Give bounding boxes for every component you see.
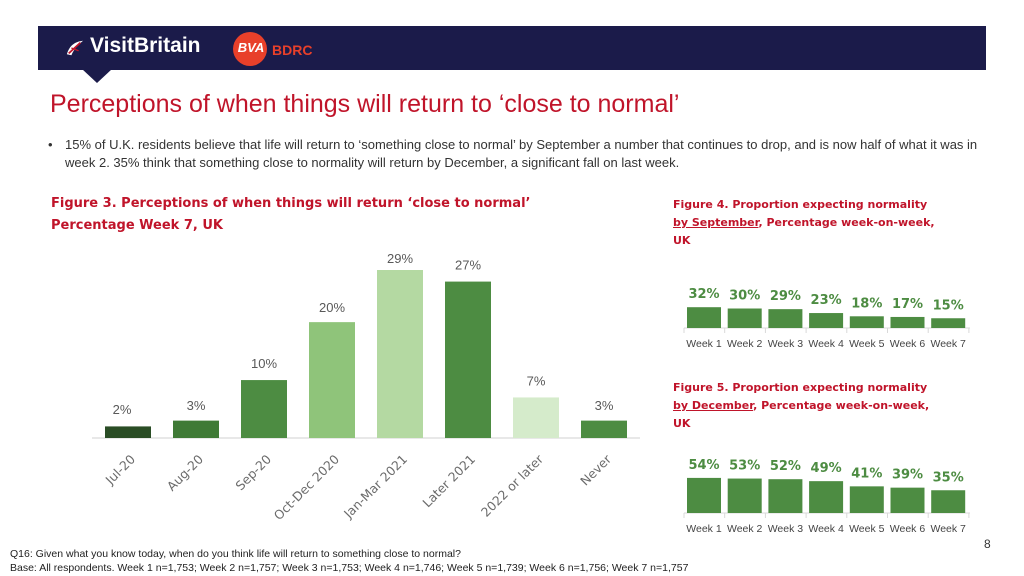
footnote-base: Base: All respondents. Week 1 n=1,753; W… <box>10 562 689 574</box>
brand-logo-text[interactable]: VisitBritain <box>90 34 201 57</box>
fig5-bar <box>890 487 925 513</box>
fig3-bar <box>377 270 423 438</box>
fig3-data-label: 7% <box>527 373 546 388</box>
fig3-data-label: 2% <box>113 402 132 417</box>
figure4-title: Figure 4. Proportion expecting normality… <box>673 196 943 250</box>
fig3-bar <box>445 281 491 438</box>
bdrc-logo-text: BDRC <box>272 42 313 58</box>
fig4-week-label: Week 2 <box>727 338 763 350</box>
fig3-category-label: Jul-20 <box>102 451 138 487</box>
fig5-bar <box>849 486 884 513</box>
figure3-title-line1: Figure 3. Perceptions of when things wil… <box>51 196 531 211</box>
fig5-week-label: Week 3 <box>768 523 804 535</box>
fig5-bar <box>687 477 721 513</box>
fig4-bar <box>727 308 762 328</box>
fig3-data-label: 20% <box>319 300 345 315</box>
fig3-bar <box>309 322 355 438</box>
fig3-category-label: Oct-Dec 2020 <box>271 451 343 523</box>
fig5-bar <box>809 481 844 513</box>
fig5-week-label: Week 5 <box>849 523 885 535</box>
page-number: 8 <box>984 537 991 551</box>
fig4-data-label: 23% <box>811 293 842 308</box>
fig3-data-label: 27% <box>455 258 481 273</box>
fig4-week-label: Week 3 <box>768 338 804 350</box>
fig4-week-label: Week 1 <box>686 338 722 350</box>
header-banner <box>38 26 986 70</box>
fig3-category-label: 2022 or later <box>478 451 547 520</box>
figure4-title-prefix: Figure 4. Proportion expecting normality <box>673 198 928 211</box>
fig4-data-label: 15% <box>933 298 964 313</box>
fig3-bar <box>513 397 559 438</box>
fig5-week-label: Week 2 <box>727 523 763 535</box>
fig4-week-label: Week 7 <box>930 338 966 350</box>
fig3-category-label: Sep-20 <box>232 451 274 493</box>
fig3-bar <box>105 426 151 438</box>
fig3-data-label: 29% <box>387 251 413 266</box>
fig4-bar <box>768 309 803 328</box>
fig3-bar <box>173 420 219 438</box>
fig5-data-label: 39% <box>892 468 923 483</box>
fig5-week-label: Week 4 <box>808 523 844 535</box>
fig5-bar <box>727 478 762 513</box>
fig5-week-label: Week 1 <box>686 523 722 535</box>
fig4-bar <box>931 318 966 328</box>
fig5-data-label: 49% <box>811 461 842 476</box>
fig4-data-label: 17% <box>892 297 923 312</box>
figure3-title: Figure 3. Perceptions of when things wil… <box>51 193 530 237</box>
fig3-category-label: Never <box>577 451 615 489</box>
figure4-title-underlined: by September <box>673 216 759 229</box>
figure5-title-prefix: Figure 5. Proportion expecting normality <box>673 381 928 394</box>
fig4-data-label: 32% <box>688 287 719 302</box>
bullet-dot: • <box>48 137 53 152</box>
figure5-title: Figure 5. Proportion expecting normality… <box>673 379 943 433</box>
fig5-data-label: 35% <box>933 470 964 485</box>
banner-pointer <box>82 69 112 83</box>
fig3-category-label: Later 2021 <box>419 452 478 511</box>
fig4-week-label: Week 4 <box>808 338 844 350</box>
fig4-bar <box>849 316 884 328</box>
figure5-title-suffix: , Percentage week-on-week, UK <box>673 399 930 430</box>
bva-logo-circle <box>233 32 267 66</box>
figure5-title-underlined: by December <box>673 399 754 412</box>
summary-bullet: • 15% of U.K. residents believe that lif… <box>48 136 978 172</box>
footnote-question: Q16: Given what you know today, when do … <box>10 548 461 560</box>
fig3-category-label: Aug-20 <box>164 451 206 493</box>
fig3-data-label: 10% <box>251 356 277 371</box>
fig4-week-label: Week 6 <box>890 338 926 350</box>
fig4-bar <box>687 307 721 328</box>
fig3-data-label: 3% <box>595 398 614 413</box>
fig4-week-label: Week 5 <box>849 338 885 350</box>
figure3-title-line2: Percentage Week 7, UK <box>51 218 223 233</box>
fig5-data-label: 53% <box>729 459 760 474</box>
bva-logo-text: BVA <box>237 40 265 55</box>
fig5-bar <box>768 479 803 513</box>
fig5-data-label: 54% <box>688 458 719 473</box>
fig4-data-label: 30% <box>729 289 760 304</box>
summary-text: 15% of U.K. residents believe that life … <box>65 137 978 170</box>
fig5-data-label: 41% <box>851 466 882 481</box>
fig4-data-label: 18% <box>851 296 882 311</box>
fig3-bar <box>241 380 287 438</box>
fig4-bar <box>809 313 844 328</box>
figure4-title-suffix: , Percentage week-on-week, UK <box>673 216 935 247</box>
fig5-week-label: Week 7 <box>930 523 966 535</box>
fig5-bar <box>931 490 966 513</box>
fig3-category-label: Jan-Mar 2021 <box>340 452 410 522</box>
fig4-bar <box>890 316 925 328</box>
fig3-data-label: 3% <box>187 398 206 413</box>
fig5-data-label: 52% <box>770 459 801 474</box>
fig4-data-label: 29% <box>770 289 801 304</box>
fig3-bar <box>581 420 627 438</box>
fig5-week-label: Week 6 <box>890 523 926 535</box>
union-flag-icon <box>66 40 84 56</box>
page-title: Perceptions of when things will return t… <box>50 90 680 118</box>
